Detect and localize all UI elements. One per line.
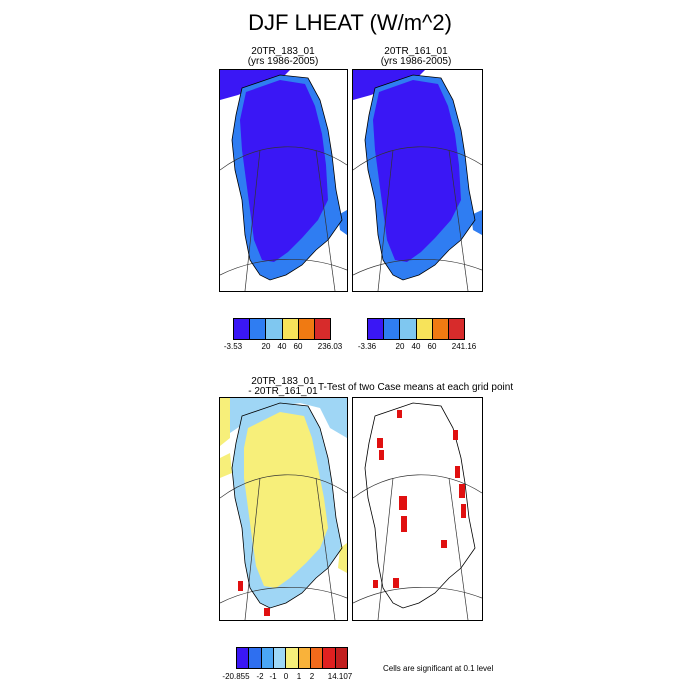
tick-label: 241.16 [451,342,477,351]
tick-label: -20.855 [222,672,250,681]
panel-title-line2: (yrs 1986-2005) [247,56,319,67]
tick-label: 2 [309,672,315,681]
colorbar-swatch [250,319,267,339]
tick-label: 60 [427,342,437,351]
colorbar-swatch [416,319,433,339]
panel-title-top-right: 20TR_161_01 (yrs 1986-2005) [352,47,480,67]
greenland-map-case1 [220,70,347,291]
colorbar-swatch [314,319,331,339]
colorbar-swatch [286,648,299,668]
panel-title-line1: 20TR_161_01 [384,46,448,57]
colorbar-swatch [282,319,299,339]
greenland-map-case2 [353,70,482,291]
colorbar-swatch [384,319,401,339]
tick-label: -2 [256,672,264,681]
colorbar-top-right-labels: -3.36 20 40 60 241.16 [358,342,476,352]
panel-title-line1: 20TR_183_01 [251,46,315,57]
tick-label: 14.107 [327,672,353,681]
map-panel-bottom-left [219,397,348,621]
panel-title-line2: (yrs 1986-2005) [380,56,452,67]
colorbar-bottom-labels: -20.855 -2 -1 0 1 2 14.107 [222,672,352,682]
tick-label: 20 [395,342,405,351]
colorbar-top-left-labels: -3.53 20 40 60 236.03 [224,342,342,352]
tick-label: 40 [277,342,287,351]
panel-title-line2: - 20TR_161_01 [248,386,318,397]
tick-label: -3.53 [223,342,243,351]
colorbar-bottom [236,647,348,669]
map-panel-top-left [219,69,348,292]
panel-title-bottom-right: T-Test of two Case means at each grid po… [318,382,514,393]
map-panel-top-right [352,69,483,292]
colorbar-swatch [237,648,250,668]
colorbar-swatch [249,648,262,668]
colorbar-swatch [273,648,287,668]
tick-label: 40 [411,342,421,351]
colorbar-swatch [266,319,283,339]
colorbar-swatch [448,319,465,339]
figure-title: DJF LHEAT (W/m^2) [248,10,452,35]
colorbar-swatch [261,648,274,668]
colorbar-swatch [298,648,311,668]
colorbar-swatch [323,648,336,668]
colorbar-swatch [432,319,449,339]
tick-label: 1 [296,672,302,681]
colorbar-swatch [335,648,347,668]
panel-title-line1: 20TR_183_01 [251,376,315,387]
tick-label: 236.03 [317,342,343,351]
map-panel-bottom-right [352,397,483,621]
tick-label: -3.36 [357,342,377,351]
colorbar-top-left [233,318,331,340]
colorbar-swatch [298,319,315,339]
colorbar-swatch [400,319,417,339]
tick-label: 20 [261,342,271,351]
colorbar-swatch [310,648,324,668]
greenland-difference-map [220,398,347,620]
colorbar-top-right [367,318,465,340]
panel-title-top-left: 20TR_183_01 (yrs 1986-2005) [219,47,347,67]
tick-label: 0 [283,672,289,681]
colorbar-swatch [234,319,251,339]
tick-label: -1 [269,672,277,681]
colorbar-swatch [368,319,385,339]
significance-map [353,402,482,620]
significance-note: Cells are significant at 0.1 level [383,664,494,673]
panel-title-bottom-left: 20TR_183_01 - 20TR_161_01 [219,377,347,397]
tick-label: 60 [293,342,303,351]
